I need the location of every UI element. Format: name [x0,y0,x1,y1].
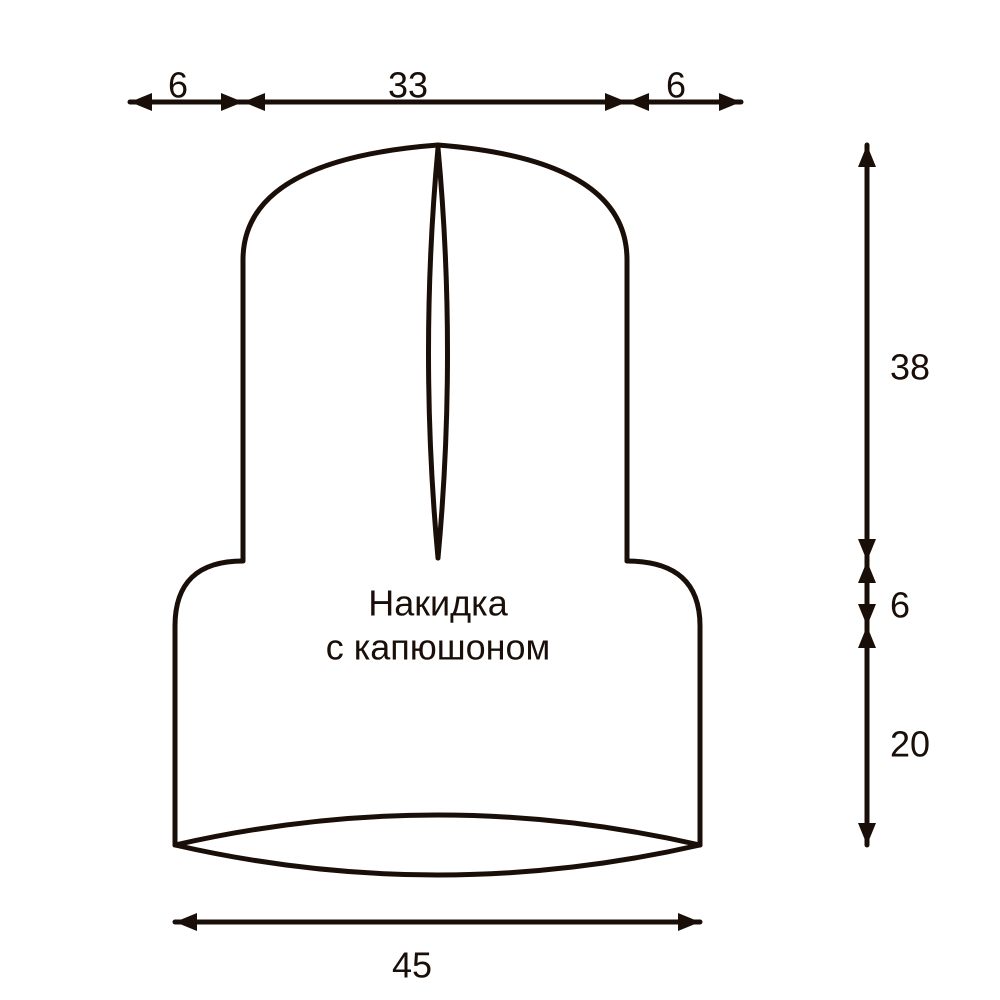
svg-text:6: 6 [890,585,910,626]
svg-text:20: 20 [890,724,930,765]
svg-text:6: 6 [666,65,686,106]
svg-text:38: 38 [890,347,930,388]
svg-text:33: 33 [388,65,428,106]
svg-text:с капюшоном: с капюшоном [326,627,551,668]
svg-text:Накидка: Накидка [368,583,508,624]
svg-text:45: 45 [392,945,432,986]
svg-text:6: 6 [168,65,188,106]
pattern-diagram: 6 33 6 38 6 20 45 Накидкас капюшоном [0,0,1000,1000]
